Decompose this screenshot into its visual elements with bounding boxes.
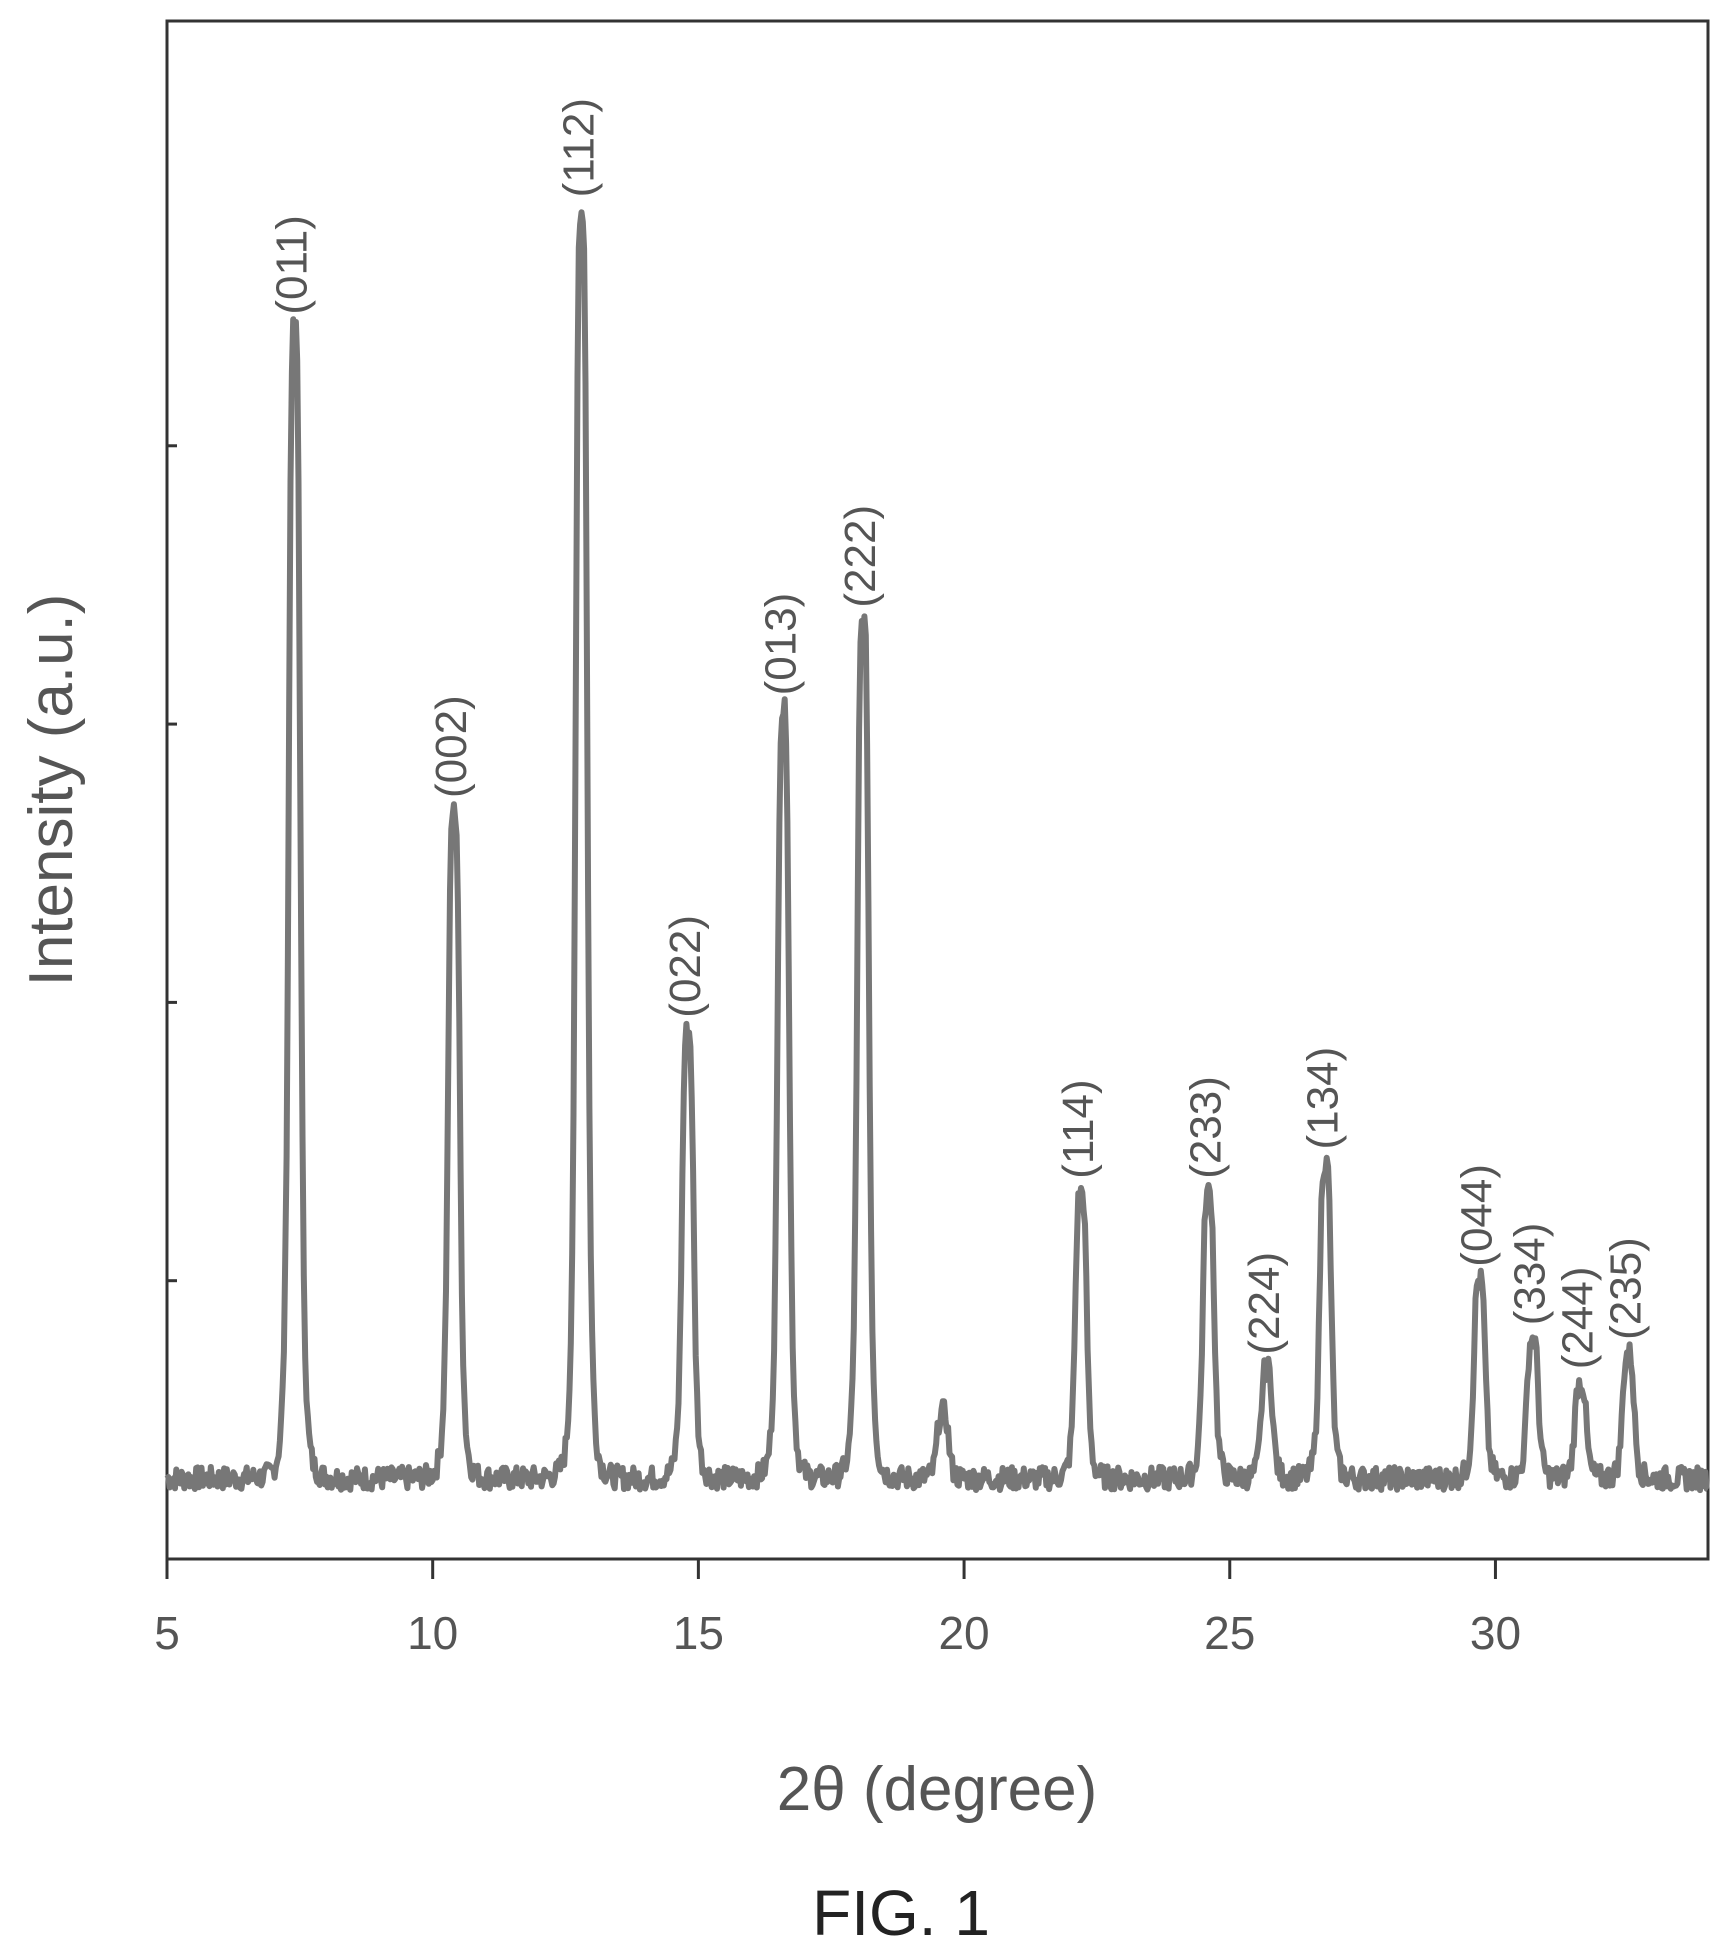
peak-labels: (011) (002) (112) (022) (013) (222) (114) (233)…	[268, 98, 1651, 1369]
peak-label: (044)	[1453, 1164, 1502, 1267]
x-tick-label: 10	[407, 1607, 458, 1659]
x-tick-label: 30	[1470, 1607, 1521, 1659]
peak-label: (114)	[1054, 1079, 1103, 1178]
x-tick-label: 20	[938, 1607, 989, 1659]
peak-label: (334)	[1506, 1223, 1555, 1326]
peak-label: (134)	[1298, 1047, 1347, 1150]
x-axis-ticks: 5 10 15 20 25 30	[154, 1559, 1521, 1659]
xrd-pattern-line	[164, 209, 1710, 1494]
peak-label: (233)	[1182, 1076, 1231, 1179]
peak-label: (244)	[1554, 1266, 1603, 1369]
x-tick-label: 15	[673, 1607, 724, 1659]
x-axis-title: 2θ (degree)	[777, 1755, 1098, 1824]
peak-label: (235)	[1601, 1237, 1650, 1340]
y-axis-title: Intensity (a.u.)	[17, 594, 86, 987]
x-tick-label: 25	[1204, 1607, 1255, 1659]
peak-label: (224)	[1240, 1252, 1289, 1355]
x-tick-label: 5	[154, 1607, 180, 1659]
figure-caption: FIG. 1	[812, 1877, 990, 1949]
peak-label: (112)	[555, 98, 604, 197]
plot-frame	[165, 19, 1710, 1561]
peak-label: (222)	[836, 505, 885, 608]
peak-label: (002)	[427, 695, 476, 798]
peak-label: (013)	[756, 593, 805, 696]
peak-label: (022)	[661, 915, 710, 1018]
peak-label: (011)	[268, 215, 317, 314]
y-axis-ticks	[167, 444, 177, 1283]
